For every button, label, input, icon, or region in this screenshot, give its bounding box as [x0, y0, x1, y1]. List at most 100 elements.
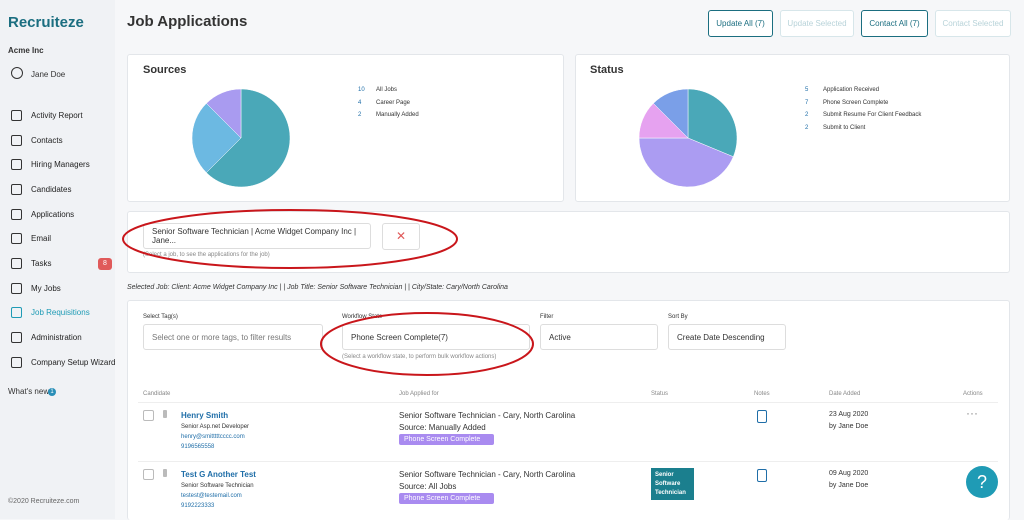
nav-icon	[11, 307, 22, 318]
nav-icon	[11, 332, 22, 343]
column-header: Job Applied for	[399, 391, 439, 397]
nav-item[interactable]: Company Setup Wizard	[31, 358, 116, 367]
filter-label: Select Tag(s)	[143, 314, 178, 320]
date: 23 Aug 2020	[829, 411, 869, 418]
source: Source: Manually Added	[399, 423, 486, 432]
legend-value: 5	[805, 87, 809, 93]
user-icon	[11, 67, 23, 79]
candidate-phone: 9192223333	[181, 503, 215, 509]
legend-value: 10	[358, 87, 365, 93]
date: 09 Aug 2020	[829, 470, 869, 477]
button[interactable]: Contact Selected	[935, 10, 1011, 37]
actions-menu[interactable]: ···	[966, 406, 978, 420]
nav-icon	[11, 283, 22, 294]
workflow-select[interactable]: Phone Screen Complete(7)	[342, 324, 530, 350]
filter-select[interactable]: Active	[540, 324, 658, 350]
nav-icon	[11, 159, 22, 170]
workflow-tag[interactable]: Phone Screen Complete	[399, 493, 495, 504]
candidate-name[interactable]: Henry Smith	[181, 411, 229, 420]
logo[interactable]: Recruiteze	[8, 14, 84, 31]
whats-new-badge: 1	[48, 388, 56, 396]
nav-icon	[11, 357, 22, 368]
pin-icon	[163, 410, 167, 418]
whats-new[interactable]: What's new	[8, 387, 50, 396]
nav-item[interactable]: Hiring Managers	[31, 160, 90, 169]
candidate-title: Senior Asp.net Developer	[181, 424, 250, 430]
candidate-name[interactable]: Test G Another Test	[181, 470, 256, 479]
nav-icon	[11, 209, 22, 220]
column-header: Date Added	[829, 391, 861, 397]
nav-item[interactable]: Activity Report	[31, 111, 83, 120]
nav-icon	[11, 135, 22, 146]
user[interactable]: Jane Doe	[31, 70, 66, 79]
nav-item[interactable]: Candidates	[31, 185, 72, 194]
selected-job: Selected Job: Client: Acme Widget Compan…	[127, 284, 508, 291]
legend-label: Phone Screen Complete	[823, 99, 889, 106]
sources-card	[127, 54, 564, 202]
filter-label: Sort By	[668, 314, 688, 320]
nav-item[interactable]: Applications	[31, 210, 75, 219]
job: Senior Software Technician - Cary, North…	[399, 411, 576, 420]
legend-value: 2	[358, 112, 362, 118]
column-header: Notes	[754, 391, 770, 397]
sort-select[interactable]: Create Date Descending	[668, 324, 786, 350]
nav-item[interactable]: Tasks	[31, 259, 52, 268]
added-by: by Jane Doe	[829, 482, 869, 489]
help-button[interactable]: ?	[966, 466, 998, 498]
candidate-title: Senior Software Technician	[181, 483, 254, 489]
nav-item[interactable]: Email	[31, 234, 52, 243]
nav-icon	[11, 184, 22, 195]
button[interactable]: Contact All (7)	[861, 10, 928, 37]
company: Acme Inc	[8, 46, 44, 55]
nav-icon	[11, 258, 22, 269]
nav-icon	[11, 110, 22, 121]
notes-icon[interactable]	[757, 469, 767, 482]
job-help: (Select a job, to see the applications f…	[143, 252, 270, 258]
column-header: Actions	[963, 391, 983, 397]
legend-label: Career Page	[376, 99, 411, 106]
sidebar	[0, 0, 115, 519]
status-card	[575, 54, 1010, 202]
nav-item[interactable]: Contacts	[31, 136, 63, 145]
legend-label: All Jobs	[376, 87, 398, 93]
candidate-phone: 9196565558	[181, 444, 215, 450]
column-header: Candidate	[143, 391, 171, 397]
legend-value: 4	[358, 99, 362, 106]
button[interactable]: Update All (7)	[708, 10, 773, 37]
button[interactable]: Update Selected	[780, 10, 854, 37]
row-divider	[138, 461, 998, 462]
checkbox[interactable]	[143, 410, 154, 421]
filter-label: Workflow State	[342, 314, 383, 320]
nav-icon	[11, 233, 22, 244]
job: Senior Software Technician - Cary, North…	[399, 470, 576, 479]
job-select[interactable]: Senior Software Technician | Acme Widget…	[143, 223, 371, 249]
notes-icon[interactable]	[757, 410, 767, 423]
chart-title: Status	[590, 64, 624, 76]
nav-item[interactable]: My Jobs	[31, 284, 61, 293]
workflow-help: (Select a workflow state, to perform bul…	[342, 354, 497, 360]
pin-icon	[163, 469, 167, 477]
added-by: by Jane Doe	[829, 423, 869, 430]
legend-label: Application Received	[823, 87, 880, 93]
status-badge: Senior Software Technician	[651, 468, 694, 500]
chart-title: Sources	[143, 64, 187, 76]
candidate-email[interactable]: henry@smitttttcccc.com	[181, 434, 245, 440]
page-title: Job Applications	[127, 13, 248, 30]
source: Source: All Jobs	[399, 482, 457, 491]
filter-label: Filter	[540, 314, 554, 320]
footer: ©2020 Recruiteze.com	[8, 498, 80, 505]
legend-value: 7	[805, 99, 809, 106]
row-divider	[138, 402, 998, 403]
tasks-badge: 8	[98, 258, 112, 270]
column-header: Status	[651, 391, 669, 397]
tag-input[interactable]: Select one or more tags, to filter resul…	[143, 324, 323, 350]
checkbox[interactable]	[143, 469, 154, 480]
nav-item[interactable]: Administration	[31, 333, 82, 342]
nav-item[interactable]: Job Requisitions	[31, 308, 90, 317]
legend-value: 2	[805, 124, 809, 131]
workflow-tag[interactable]: Phone Screen Complete	[399, 434, 495, 445]
candidate-email[interactable]: testest@testemail.com	[181, 493, 242, 499]
clear-button[interactable]: ✕	[382, 223, 420, 250]
legend-label: Submit Resume For Client Feedback	[823, 112, 922, 118]
